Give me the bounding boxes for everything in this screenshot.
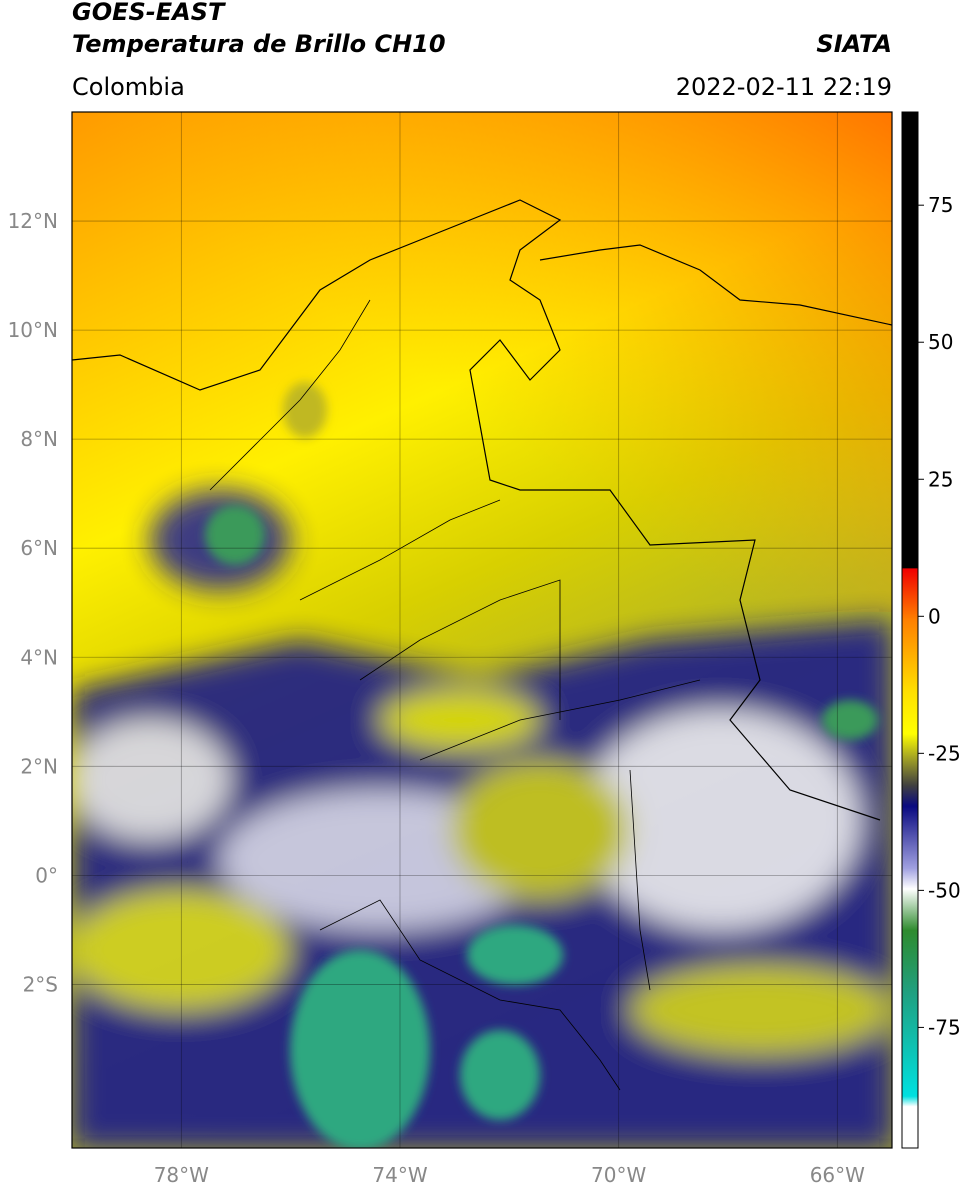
satellite-image: [72, 112, 892, 1148]
colorbar-tick-label: -50: [928, 878, 961, 902]
lon-tick-label: 70°W: [591, 1163, 646, 1187]
title: GOES-EAST: [72, 0, 226, 26]
region: Colombia: [72, 73, 185, 101]
colorbar-tick-label: 75: [928, 193, 953, 217]
colorbar-tick-label: 50: [928, 330, 953, 354]
subtitle: Temperatura de Brillo CH10: [72, 30, 446, 58]
source: SIATA: [816, 30, 892, 58]
lon-tick-label: 78°W: [154, 1163, 209, 1187]
lat-tick-label: 12°N: [8, 209, 58, 233]
lon-tick-label: 66°W: [810, 1163, 865, 1187]
colorbar-tick-label: 25: [928, 467, 953, 491]
colorbar-tick-label: -25: [928, 741, 961, 765]
colorbar: [901, 111, 919, 1149]
colorbar-tick-label: -75: [928, 1015, 961, 1039]
lon-tick-label: 74°W: [372, 1163, 427, 1187]
map-frame: [71, 111, 893, 1149]
lat-tick-label: 2°N: [20, 754, 58, 778]
lat-tick-label: 6°N: [20, 536, 58, 560]
colorbar-tick-label: 0: [928, 604, 941, 628]
lat-tick-label: 2°S: [23, 972, 58, 996]
datetime: 2022-02-11 22:19: [676, 73, 892, 101]
lat-tick-label: 10°N: [8, 318, 58, 342]
lat-tick-label: 4°N: [20, 645, 58, 669]
lat-tick-label: 0°: [35, 863, 58, 887]
graticule: [72, 112, 892, 1148]
lat-tick-label: 8°N: [20, 427, 58, 451]
